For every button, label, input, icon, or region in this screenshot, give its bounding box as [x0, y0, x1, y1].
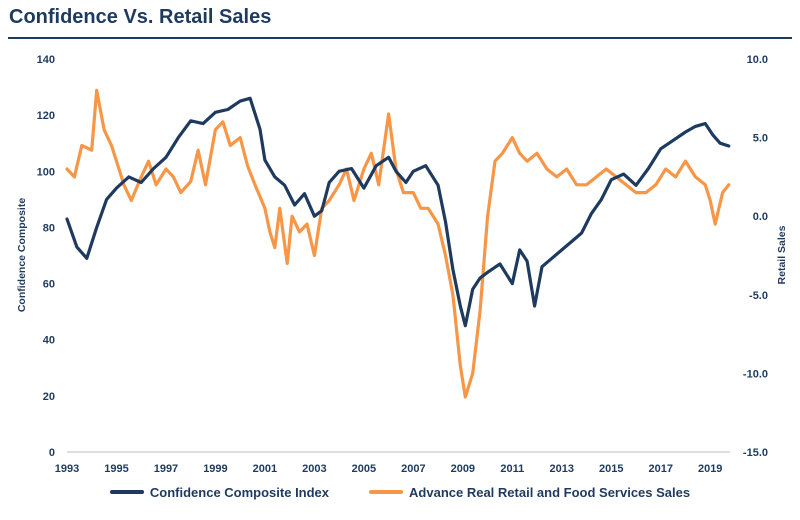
legend-item-confidence: Confidence Composite Index: [109, 484, 330, 500]
chart-title: Confidence Vs. Retail Sales: [9, 6, 272, 28]
x-tick-label: 2007: [401, 463, 425, 475]
y-right-tick-label: 0.0: [753, 211, 768, 223]
legend-swatch-retail: [369, 490, 404, 494]
x-tick-label: 2013: [550, 463, 574, 475]
x-tick-label: 2017: [648, 463, 672, 475]
series-group: [65, 88, 731, 399]
legend-label-retail: Advance Real Retail and Food Services Sa…: [409, 484, 691, 500]
y-right-tick-label: -10.0: [743, 368, 768, 380]
y-left-tick-label: 120: [37, 110, 55, 122]
x-tick-label: 1995: [104, 463, 128, 475]
x-tick-label: 2003: [302, 463, 326, 475]
x-tick-label: 2005: [352, 463, 376, 475]
y-right-tick-label: -5.0: [749, 290, 768, 302]
x-tick-label: 2011: [500, 463, 524, 475]
y-right-axis-label: Retail Sales: [776, 225, 788, 284]
x-tick-label: 2019: [698, 463, 722, 475]
x-tick-label: 1999: [203, 463, 227, 475]
y-left-tick-labels: 0 20 40 60 80 100 120 140: [37, 54, 55, 459]
x-tick-label: 1997: [154, 463, 178, 475]
y-left-tick-label: 40: [43, 335, 55, 347]
legend-item-retail: Advance Real Retail and Food Services Sa…: [369, 485, 690, 500]
legend: Confidence Composite Index Advance Real …: [0, 480, 800, 504]
series-line-retail: [65, 88, 731, 399]
y-right-tick-label: 10.0: [747, 54, 768, 66]
legend-label-confidence: Confidence Composite Index: [149, 484, 330, 500]
x-tick-label: 1993: [55, 463, 79, 475]
legend-swatch-confidence: [109, 490, 144, 494]
x-tick-label: 2001: [253, 463, 277, 475]
y-left-tick-label: 100: [37, 166, 55, 178]
y-left-tick-label: 140: [37, 54, 55, 66]
y-right-tick-label: 5.0: [753, 133, 768, 145]
y-left-axis-label: Confidence Composite: [16, 198, 28, 313]
series-line-confidence: [65, 96, 731, 328]
x-tick-labels: 1993 1995 1997 1999 2001 2003 2005 2007 2009 2011…: [55, 463, 723, 475]
y-left-tick-label: 0: [49, 447, 55, 459]
y-left-tick-label: 80: [43, 222, 55, 234]
y-right-tick-label: -15.0: [743, 447, 768, 459]
x-tick-label: 2015: [599, 463, 623, 475]
title-divider: [8, 37, 792, 39]
y-right-tick-labels: -15.0 -10.0 -5.0 0.0 5.0 10.0: [743, 54, 768, 459]
y-left-tick-label: 20: [43, 391, 55, 403]
y-left-tick-label: 60: [43, 279, 55, 291]
x-tick-label: 2009: [451, 463, 475, 475]
